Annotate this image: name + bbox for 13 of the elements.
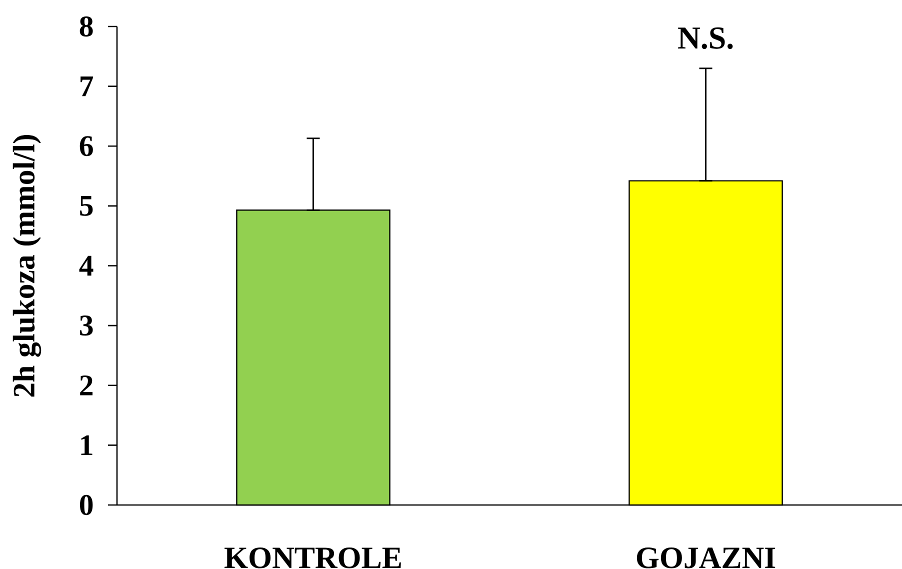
annotation: N.S. bbox=[678, 27, 733, 49]
y-tick-label: 4 bbox=[79, 256, 94, 276]
x-tick-label: GOJAZNI bbox=[636, 548, 776, 568]
y-tick-label: 7 bbox=[80, 76, 94, 96]
y-tick-label: 6 bbox=[80, 136, 93, 156]
x-tick-label: KONTROLE bbox=[224, 548, 401, 568]
y-axis-title: 2h glukoza (mmol/l) bbox=[12, 135, 42, 397]
y-tick-label: 3 bbox=[80, 316, 93, 336]
y-tick-label: 1 bbox=[81, 435, 92, 456]
y-tick-label: 0 bbox=[80, 494, 93, 516]
y-tick-label: 8 bbox=[80, 16, 93, 37]
y-tick-label: 5 bbox=[80, 196, 93, 216]
y-tick-label: 2 bbox=[80, 375, 93, 396]
